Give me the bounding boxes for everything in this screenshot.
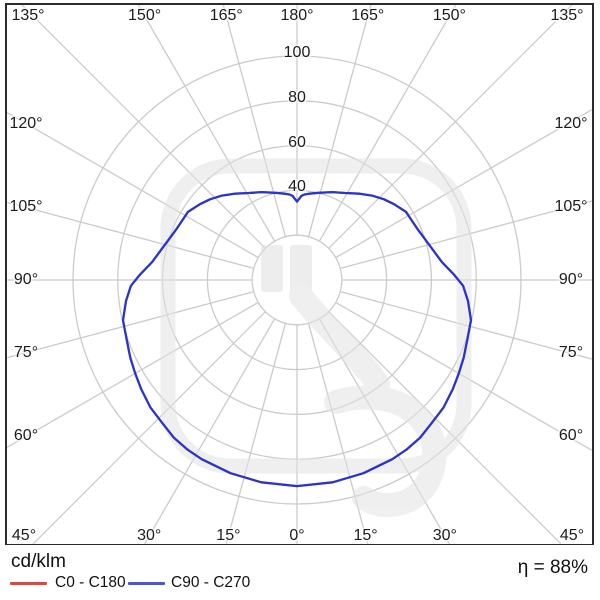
angle-tick-label: 0° xyxy=(289,527,305,544)
angle-tick-label: 60° xyxy=(558,427,584,445)
grid-ray xyxy=(340,290,592,360)
angle-tick-label: 15° xyxy=(353,527,378,544)
angle-tick-label: 135° xyxy=(11,7,45,24)
grid-ray xyxy=(340,200,592,270)
curve-c90-c270 xyxy=(121,190,473,488)
angle-tick-label: 30° xyxy=(137,527,162,544)
grid-ray xyxy=(7,111,259,259)
angle-tick-label: 120° xyxy=(554,114,588,132)
grid-ray xyxy=(143,318,276,544)
angle-tick-label: 45° xyxy=(11,527,37,544)
angle-tick-label: 90° xyxy=(558,271,584,288)
legend-label-c90-c270: C90 - C270 xyxy=(171,574,251,591)
legend-swatch-c90-c270 xyxy=(128,582,165,585)
angle-tick-label: 180° xyxy=(280,7,314,24)
legend-swatch-c0-c180 xyxy=(10,582,47,585)
angle-tick-label: 120° xyxy=(9,114,43,132)
angle-tick-label: 150° xyxy=(432,7,466,24)
angle-tick-label: 165° xyxy=(209,7,243,24)
grid-ray xyxy=(7,290,254,359)
radial-tick-label: 80 xyxy=(288,88,306,106)
angle-tick-label: 30° xyxy=(432,527,457,544)
grid-ray xyxy=(7,201,254,270)
grid-ring xyxy=(251,234,343,326)
grid-ray xyxy=(335,109,592,259)
angle-tick-label: 165° xyxy=(351,7,385,24)
polar-grid xyxy=(7,5,592,544)
grid-ring xyxy=(206,189,388,371)
radial-tick-label: 60 xyxy=(288,133,306,151)
angle-tick-label: 105° xyxy=(554,198,588,216)
angle-tick-label: 45° xyxy=(559,527,585,544)
angle-tick-label: 105° xyxy=(9,198,43,216)
grid-ray xyxy=(32,311,266,544)
grid-ray xyxy=(137,5,276,242)
grid-ray xyxy=(318,5,457,242)
grid-ray xyxy=(307,323,369,544)
angle-tick-label: 15° xyxy=(216,527,241,544)
grid-ray xyxy=(328,311,562,544)
angle-tick-label: 150° xyxy=(128,7,162,24)
polar-plot-area: 180° 165° 165° 150° 150° 135° 135° 120° 120° 105°… xyxy=(5,3,594,546)
angle-tick-label: 75° xyxy=(13,343,39,361)
angle-tick-label: 75° xyxy=(558,343,584,361)
watermark xyxy=(160,158,472,517)
grid-ray xyxy=(21,5,266,249)
legend-label-c0-c180: C0 - C180 xyxy=(55,574,126,591)
angle-tick-label: 90° xyxy=(13,271,39,288)
grid-ray xyxy=(225,323,287,544)
grid-ray xyxy=(307,5,372,237)
radial-tick-label: 100 xyxy=(283,44,311,61)
angle-tick-label: 60° xyxy=(13,427,39,445)
grid-ray xyxy=(335,301,592,451)
legend-unit-label: cd/klm xyxy=(11,551,66,572)
angle-tick-label: 135° xyxy=(550,7,584,24)
grid-ray xyxy=(318,318,451,544)
legend: cd/klm C0 - C180 C90 - C270 η = 88% xyxy=(0,545,600,600)
grid-ring xyxy=(72,55,522,505)
grid-ray xyxy=(222,5,287,237)
efficiency-label: η = 88% xyxy=(517,557,588,578)
polar-chart xyxy=(5,3,594,546)
radial-tick-label: 40 xyxy=(288,178,306,196)
